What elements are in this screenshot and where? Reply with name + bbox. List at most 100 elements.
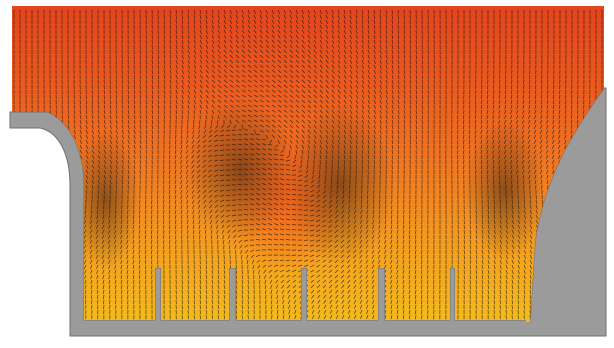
- velocity-vector: [61, 215, 62, 219]
- velocity-vector: [37, 235, 38, 239]
- velocity-vector: [44, 180, 45, 184]
- velocity-vector: [44, 185, 45, 189]
- velocity-vector: [67, 275, 68, 279]
- velocity-vector: [37, 270, 38, 274]
- velocity-vector: [43, 255, 44, 259]
- velocity-vector: [55, 250, 56, 254]
- velocity-vector: [60, 225, 62, 229]
- velocity-vector: [62, 175, 64, 179]
- velocity-vector: [38, 130, 39, 134]
- velocity-vector: [55, 245, 56, 249]
- velocity-vector: [67, 285, 68, 289]
- velocity-vector: [37, 220, 38, 224]
- velocity-vector: [49, 235, 50, 239]
- velocity-vector: [56, 150, 57, 154]
- velocity-vector: [55, 285, 56, 289]
- velocity-vector: [56, 165, 57, 169]
- velocity-vector: [32, 140, 33, 144]
- velocity-vector: [60, 250, 62, 254]
- velocity-vector: [37, 265, 38, 269]
- velocity-vector: [50, 160, 51, 164]
- velocity-vector: [66, 240, 68, 244]
- velocity-vector: [62, 185, 63, 189]
- velocity-vector: [55, 230, 56, 234]
- velocity-vector: [43, 220, 44, 224]
- velocity-vector: [32, 160, 33, 164]
- velocity-vector: [43, 230, 44, 234]
- velocity-vector: [67, 295, 68, 299]
- velocity-vector: [60, 245, 62, 249]
- velocity-vector: [49, 275, 50, 279]
- velocity-vector: [62, 160, 64, 164]
- velocity-vector: [410, 25, 411, 29]
- velocity-vector: [31, 250, 32, 254]
- velocity-vector: [134, 70, 135, 74]
- velocity-vector: [49, 210, 50, 214]
- velocity-vector: [61, 290, 62, 294]
- velocity-vector: [43, 265, 44, 269]
- velocity-vector: [62, 165, 64, 169]
- velocity-vector: [31, 225, 32, 229]
- velocity-vector: [61, 270, 62, 274]
- velocity-vector: [68, 180, 70, 184]
- velocity-vector: [56, 140, 57, 144]
- velocity-vector: [49, 250, 50, 254]
- velocity-vector: [38, 180, 39, 184]
- velocity-vector: [62, 155, 64, 159]
- velocity-vector: [55, 275, 56, 279]
- velocity-vector: [38, 160, 39, 164]
- velocity-vector: [56, 175, 57, 179]
- velocity-vector: [56, 155, 57, 159]
- velocity-vector: [43, 275, 44, 279]
- velocity-vector: [43, 215, 44, 219]
- velocity-vector: [43, 240, 44, 244]
- velocity-vector: [50, 150, 51, 154]
- velocity-vector: [62, 190, 63, 194]
- velocity-vector: [158, 130, 159, 134]
- velocity-vector: [428, 265, 429, 269]
- velocity-vector: [410, 215, 411, 219]
- velocity-vector: [44, 130, 45, 134]
- velocity-vector: [50, 170, 51, 174]
- velocity-vector: [32, 260, 33, 264]
- velocity-vector: [68, 185, 69, 189]
- velocity-vector: [49, 255, 50, 259]
- velocity-vector: [182, 305, 183, 309]
- velocity-vector: [458, 250, 459, 254]
- velocity-vector: [50, 145, 51, 149]
- velocity-vector: [38, 175, 39, 179]
- velocity-vector: [122, 80, 123, 84]
- velocity-vector: [49, 230, 50, 234]
- velocity-vector: [44, 165, 45, 169]
- velocity-vector: [37, 240, 38, 244]
- velocity-vector: [67, 280, 68, 284]
- velocity-vector: [55, 215, 56, 219]
- velocity-vector: [31, 245, 32, 249]
- velocity-vector: [61, 280, 62, 284]
- velocity-vector: [38, 155, 39, 159]
- velocity-vector: [61, 220, 62, 224]
- velocity-vector: [38, 135, 39, 139]
- velocity-vector: [66, 235, 68, 239]
- velocity-vector: [60, 240, 62, 244]
- vortex-region-1: [185, 100, 295, 240]
- velocity-vector: [44, 145, 45, 149]
- velocity-vector: [67, 210, 68, 214]
- velocity-vector: [61, 265, 62, 269]
- velocity-vector: [56, 185, 57, 189]
- velocity-vector: [67, 215, 68, 219]
- velocity-vector: [44, 140, 45, 144]
- velocity-vector: [49, 265, 50, 269]
- velocity-vector: [67, 260, 68, 264]
- velocity-vector: [67, 270, 68, 274]
- velocity-vector: [55, 235, 56, 239]
- velocity-vector: [31, 230, 32, 234]
- velocity-vector: [61, 210, 62, 214]
- velocity-vector: [32, 175, 33, 179]
- velocity-vector: [62, 180, 63, 184]
- velocity-vector: [44, 170, 45, 174]
- velocity-vector: [50, 175, 51, 179]
- velocity-vector: [55, 260, 56, 264]
- velocity-vector: [50, 155, 51, 159]
